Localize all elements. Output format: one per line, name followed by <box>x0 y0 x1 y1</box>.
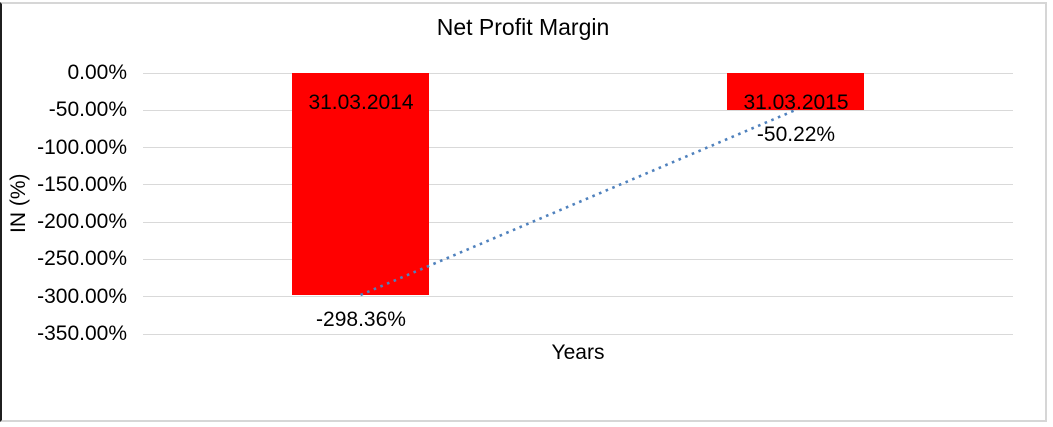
gridline <box>143 109 1013 111</box>
bar-category-label: 31.03.2015 <box>743 91 849 114</box>
bar-value-label: -298.36% <box>316 308 406 331</box>
y-axis-tick-label: -300.00% <box>37 284 127 308</box>
x-axis-title: Years <box>551 341 605 364</box>
gridline <box>143 296 1013 298</box>
y-axis-tick-label: -350.00% <box>37 322 127 345</box>
bar <box>727 73 864 110</box>
y-axis-tick-label: -50.00% <box>48 98 127 122</box>
gridline <box>143 184 1013 186</box>
bar <box>292 73 429 295</box>
bar-value-label: -50.22% <box>756 123 836 146</box>
bar-category-label: 31.03.2014 <box>308 91 414 114</box>
gridline <box>143 333 1013 335</box>
gridline <box>143 221 1013 223</box>
y-axis-tick-label: -100.00% <box>37 135 127 159</box>
y-axis-tick-label: -250.00% <box>37 247 127 271</box>
gridline <box>143 147 1013 149</box>
gridline <box>143 258 1013 260</box>
gridline <box>143 72 1013 74</box>
y-axis-tick-label: -150.00% <box>37 172 127 196</box>
y-axis-tick-label: -200.00% <box>37 210 127 234</box>
chart-title: Net Profit Margin <box>436 14 610 40</box>
y-axis-tick-label: 0.00% <box>67 61 127 84</box>
trendline <box>359 108 797 297</box>
